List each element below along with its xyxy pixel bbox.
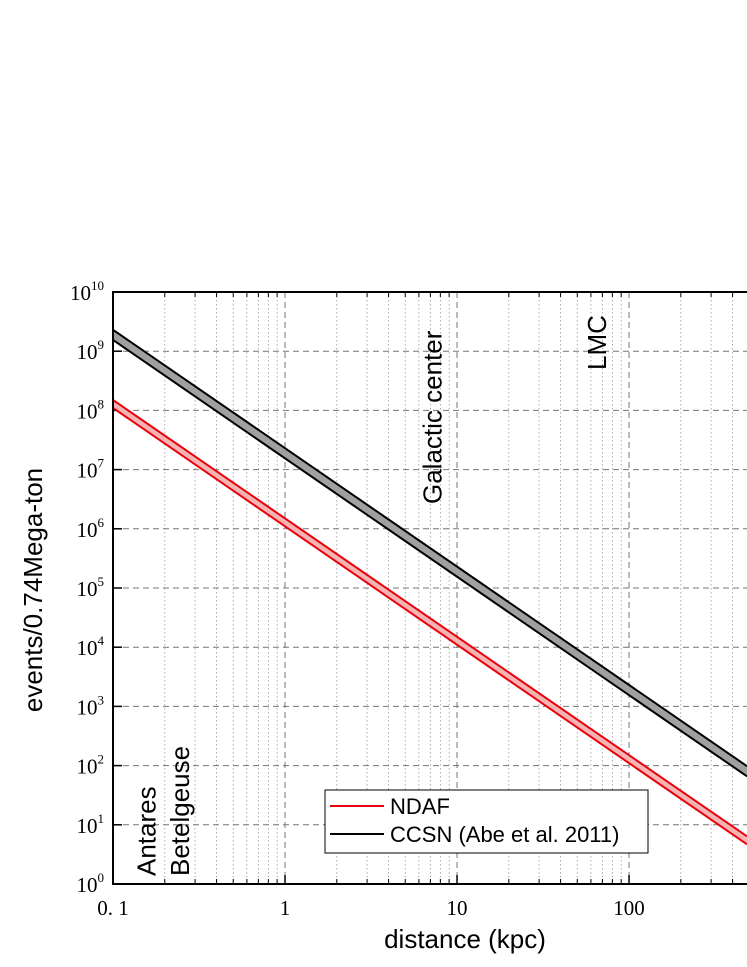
y-tick-label: 106 bbox=[77, 515, 105, 542]
y-tick-exponent: 8 bbox=[98, 396, 105, 411]
y-tick-base: 10 bbox=[77, 814, 98, 838]
y-tick-label: 102 bbox=[77, 752, 105, 779]
x-tick-label: 1 bbox=[280, 896, 291, 920]
line-upper bbox=[112, 399, 747, 838]
y-tick-base: 10 bbox=[77, 399, 98, 423]
y-tick-base: 10 bbox=[77, 459, 98, 483]
y-tick-label: 101 bbox=[77, 811, 105, 838]
annotation: LMC bbox=[582, 315, 612, 370]
y-tick-base: 10 bbox=[77, 340, 98, 364]
annotation: Betelgeuse bbox=[165, 746, 195, 876]
y-axis-label: events/0.74Mega-ton bbox=[18, 468, 48, 712]
y-tick-exponent: 5 bbox=[98, 574, 105, 589]
legend-box bbox=[324, 789, 649, 854]
x-tick-label: 100 bbox=[613, 896, 645, 920]
y-tick-exponent: 10 bbox=[91, 278, 104, 293]
line-lower bbox=[112, 339, 747, 778]
y-tick-exponent: 6 bbox=[98, 515, 105, 530]
y-tick-base: 10 bbox=[77, 695, 98, 719]
line-upper bbox=[112, 328, 747, 767]
band bbox=[113, 329, 747, 777]
y-tick-base: 10 bbox=[77, 755, 98, 779]
y-tick-base: 10 bbox=[77, 873, 98, 897]
legend-label: CCSN (Abe et al. 2011) bbox=[390, 822, 619, 847]
y-tick-exponent: 1 bbox=[98, 811, 105, 826]
band bbox=[113, 399, 747, 845]
y-tick-label: 108 bbox=[77, 396, 105, 423]
plot-frame bbox=[112, 291, 747, 885]
y-tick-label: 107 bbox=[77, 456, 105, 483]
annotation: Antares bbox=[132, 786, 162, 876]
y-tick-label: 104 bbox=[77, 633, 105, 660]
y-tick-base: 10 bbox=[77, 518, 98, 542]
y-tick-exponent: 9 bbox=[98, 337, 105, 352]
x-tick-label: 0. 1 bbox=[97, 896, 129, 920]
line-lower bbox=[112, 407, 747, 846]
y-tick-exponent: 2 bbox=[98, 752, 105, 767]
y-tick-base: 10 bbox=[77, 577, 98, 601]
y-tick-base: 10 bbox=[77, 636, 98, 660]
y-tick-exponent: 7 bbox=[98, 456, 105, 471]
y-tick-exponent: 4 bbox=[98, 633, 105, 648]
y-tick-label: 1010 bbox=[70, 278, 104, 305]
y-tick-label: 105 bbox=[77, 574, 105, 601]
x-tick-label: 10 bbox=[447, 896, 468, 920]
y-tick-base: 10 bbox=[70, 281, 91, 305]
annotation: Galactic center bbox=[417, 330, 447, 504]
y-tick-exponent: 0 bbox=[98, 870, 105, 885]
y-tick-label: 109 bbox=[77, 337, 105, 364]
y-tick-exponent: 3 bbox=[98, 692, 105, 707]
y-tick-label: 103 bbox=[77, 692, 105, 719]
legend-label: NDAF bbox=[390, 794, 450, 819]
x-axis-label: distance (kpc) bbox=[384, 924, 546, 954]
y-tick-label: 100 bbox=[77, 870, 105, 897]
